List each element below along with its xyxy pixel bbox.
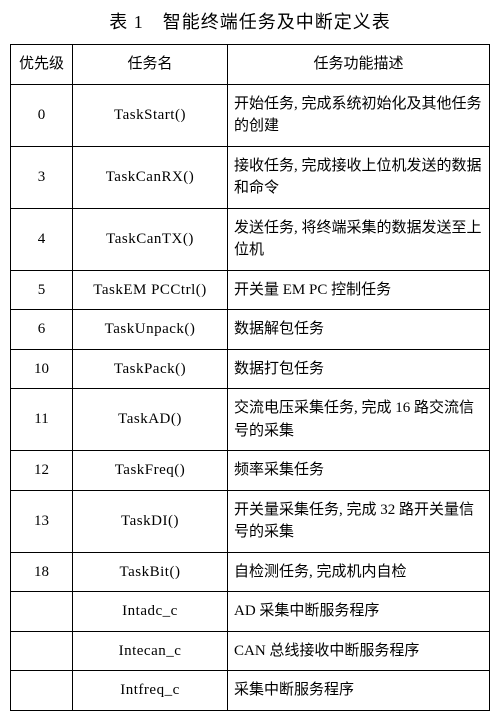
table-row: 11 TaskAD() 交流电压采集任务, 完成 16 路交流信号的采集 — [11, 389, 490, 451]
cell-desc: 数据解包任务 — [228, 310, 490, 350]
cell-priority: 12 — [11, 451, 73, 491]
table-caption: 表 1 智能终端任务及中断定义表 — [10, 8, 490, 34]
cell-desc: 接收任务, 完成接收上位机发送的数据和命令 — [228, 146, 490, 208]
cell-priority: 4 — [11, 208, 73, 270]
cell-priority: 10 — [11, 349, 73, 389]
table-row: 4 TaskCanTX() 发送任务, 将终端采集的数据发送至上位机 — [11, 208, 490, 270]
cell-priority: 3 — [11, 146, 73, 208]
table-row: 6 TaskUnpack() 数据解包任务 — [11, 310, 490, 350]
cell-desc: 数据打包任务 — [228, 349, 490, 389]
cell-priority — [11, 671, 73, 711]
table-row: 3 TaskCanRX() 接收任务, 完成接收上位机发送的数据和命令 — [11, 146, 490, 208]
cell-desc: 采集中断服务程序 — [228, 671, 490, 711]
header-name: 任务名 — [73, 45, 228, 85]
table-row: Intfreq_c 采集中断服务程序 — [11, 671, 490, 711]
cell-desc: AD 采集中断服务程序 — [228, 592, 490, 632]
cell-taskname: TaskDI() — [73, 490, 228, 552]
cell-priority: 11 — [11, 389, 73, 451]
table-row: 12 TaskFreq() 频率采集任务 — [11, 451, 490, 491]
cell-taskname: TaskBit() — [73, 552, 228, 592]
header-priority: 优先级 — [11, 45, 73, 85]
cell-taskname: TaskPack() — [73, 349, 228, 389]
table-row: 10 TaskPack() 数据打包任务 — [11, 349, 490, 389]
table-row: 18 TaskBit() 自检测任务, 完成机内自检 — [11, 552, 490, 592]
cell-taskname: TaskCanTX() — [73, 208, 228, 270]
cell-taskname: TaskUnpack() — [73, 310, 228, 350]
task-interrupt-table: 优先级 任务名 任务功能描述 0 TaskStart() 开始任务, 完成系统初… — [10, 44, 490, 711]
cell-priority: 5 — [11, 270, 73, 310]
cell-desc: 开关量 EM PC 控制任务 — [228, 270, 490, 310]
cell-taskname: TaskAD() — [73, 389, 228, 451]
table-row: 5 TaskEM PCCtrl() 开关量 EM PC 控制任务 — [11, 270, 490, 310]
cell-priority — [11, 592, 73, 632]
cell-taskname: TaskStart() — [73, 84, 228, 146]
cell-taskname: TaskCanRX() — [73, 146, 228, 208]
cell-priority: 18 — [11, 552, 73, 592]
cell-taskname: Intadc_c — [73, 592, 228, 632]
table-row: Intadc_c AD 采集中断服务程序 — [11, 592, 490, 632]
cell-priority: 6 — [11, 310, 73, 350]
cell-desc: 频率采集任务 — [228, 451, 490, 491]
cell-desc: 交流电压采集任务, 完成 16 路交流信号的采集 — [228, 389, 490, 451]
cell-desc: 自检测任务, 完成机内自检 — [228, 552, 490, 592]
cell-taskname: Intfreq_c — [73, 671, 228, 711]
cell-desc: 发送任务, 将终端采集的数据发送至上位机 — [228, 208, 490, 270]
cell-priority: 0 — [11, 84, 73, 146]
header-desc: 任务功能描述 — [228, 45, 490, 85]
table-row: 13 TaskDI() 开关量采集任务, 完成 32 路开关量信号的采集 — [11, 490, 490, 552]
cell-priority: 13 — [11, 490, 73, 552]
table-row: 0 TaskStart() 开始任务, 完成系统初始化及其他任务的创建 — [11, 84, 490, 146]
cell-taskname: TaskFreq() — [73, 451, 228, 491]
cell-desc: 开始任务, 完成系统初始化及其他任务的创建 — [228, 84, 490, 146]
cell-desc: 开关量采集任务, 完成 32 路开关量信号的采集 — [228, 490, 490, 552]
cell-taskname: TaskEM PCCtrl() — [73, 270, 228, 310]
table-header-row: 优先级 任务名 任务功能描述 — [11, 45, 490, 85]
